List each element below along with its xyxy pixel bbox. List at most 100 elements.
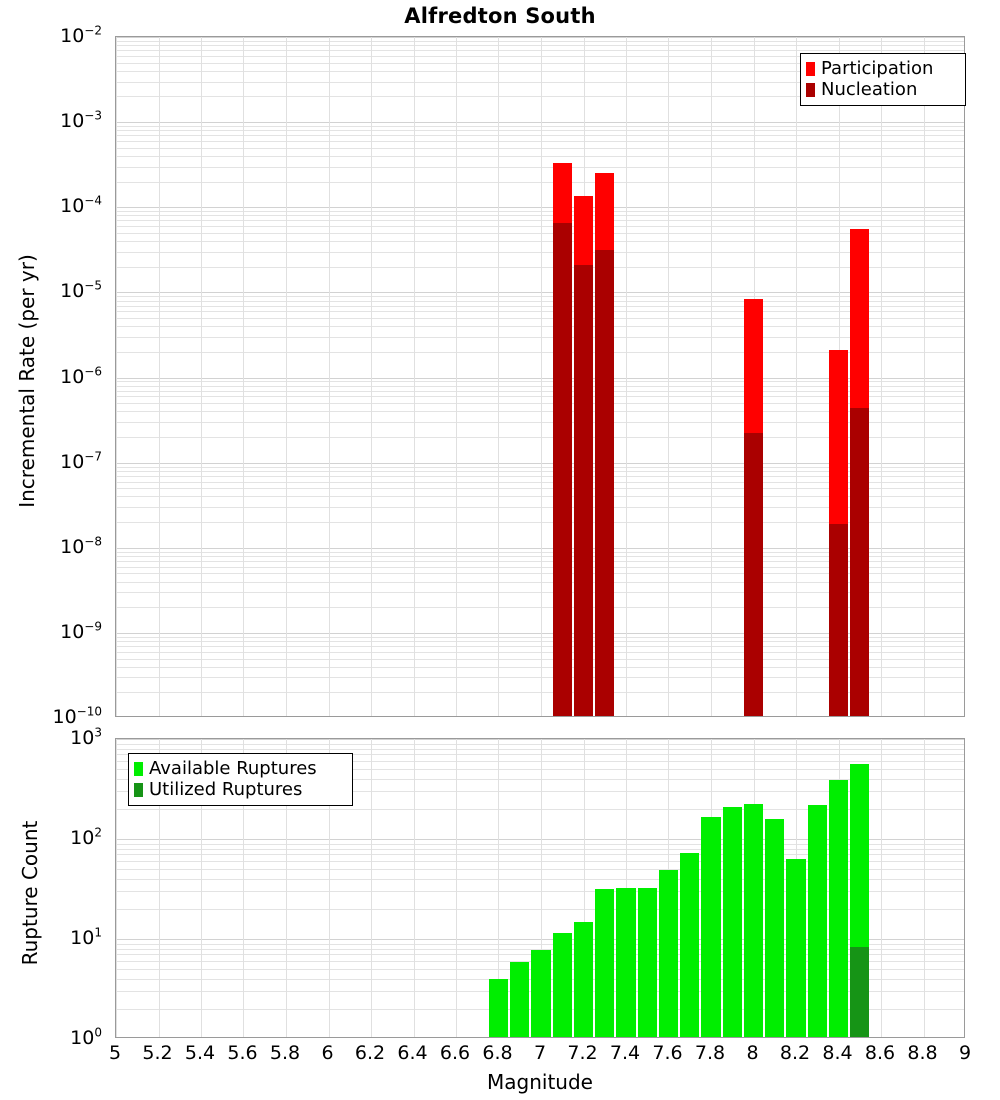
incremental-rate-plot [115,36,965,717]
gridline-minor [116,252,964,253]
gridline-vertical [329,739,330,1037]
x-tick-label: 7.4 [609,1042,641,1064]
gridline-minor [116,567,964,568]
bar-segment-available-ruptures [573,922,594,1037]
legend-label-available-ruptures: Available Ruptures [149,757,317,779]
chart-title: Alfredton South [404,4,596,28]
gridline-minor [116,637,964,638]
bar-segment-nucleation [743,433,764,716]
rupture-count-plot [115,738,965,1038]
gridline-vertical [498,739,499,1037]
gridline-minor [116,592,964,593]
gridline-vertical [159,37,160,716]
gridline-minor [116,482,964,483]
bar [743,739,764,1037]
top-gridlines [116,37,964,716]
bar [510,739,530,1037]
gridline-minor [116,41,964,42]
gridline-minor [116,641,964,642]
bar [616,739,636,1037]
gridline-minor [116,573,964,574]
bar [595,739,615,1037]
gridline-minor [116,552,964,553]
bar-segment-available-ruptures [488,979,509,1037]
bar-segment-nucleation [573,264,594,716]
x-tick-label: 5 [108,1042,122,1064]
bar [828,739,849,1037]
gridline-vertical [711,37,712,716]
legend-item-available-ruptures: Available Ruptures [134,758,346,779]
gridline-minor [116,754,964,755]
bottom-legend: Available Ruptures Utilized Ruptures [128,753,353,806]
x-axis-ticks: 5 5.2 5.4 5.6 5.8 6 6.2 6.4 6.6 6.8 7 7.2 7.4 7.6 7.8 8… [0,1042,1000,1072]
gridline-minor [116,652,964,653]
gridline-minor [116,135,964,136]
gridline-minor [116,561,964,562]
x-tick-label: 7 [533,1042,547,1064]
gridline-vertical [541,739,542,1037]
gridline-minor [116,488,964,489]
gridline-minor [116,646,964,647]
gridline-minor [116,220,964,221]
gridline-vertical [371,739,372,1037]
bar [573,37,594,716]
gridline-minor [116,403,964,404]
legend-item-participation: Participation [806,58,959,79]
gridline-minor [116,437,964,438]
gridline-vertical [498,37,499,716]
bar-segment-nucleation [850,408,870,716]
gridline-vertical [668,37,669,716]
gridline-minor [116,944,964,945]
bar-segment-available-ruptures [531,949,551,1037]
gridline-vertical [286,739,287,1037]
legend-item-nucleation: Nucleation [806,79,959,100]
gridline-minor [116,318,964,319]
gridline-vertical [541,37,542,716]
gridline-vertical [201,37,202,716]
bar [722,739,742,1037]
gridline-minor [116,607,964,608]
y-tick-label: 10−5 [60,279,102,303]
bottom-y-axis-ticks: 103 102 101 100 [0,0,110,1100]
bar [573,739,594,1037]
bar [595,37,615,716]
gridline-major [116,739,964,740]
x-tick-label: 7.6 [652,1042,683,1064]
gridline-minor [116,267,964,268]
gridline-minor [116,352,964,353]
bar [680,739,700,1037]
gridline-minor [116,467,964,468]
gridline-minor [116,337,964,338]
bar-segment-available-ruptures [722,806,742,1037]
bar [552,739,572,1037]
bar-segment-available-ruptures [786,859,806,1037]
gridline-minor [116,386,964,387]
legend-label-utilized-ruptures: Utilized Ruptures [149,778,303,800]
gridline-minor [116,507,964,508]
x-tick-label: 5.8 [269,1042,301,1064]
gridline-minor [116,879,964,880]
gridline-vertical [201,739,202,1037]
bar-segment-available-ruptures [595,889,615,1037]
gridline-major [116,548,964,549]
gridline-minor [116,167,964,168]
y-tick-label: 103 [70,725,102,749]
gridline-vertical [456,37,457,716]
gridline-minor [116,844,964,845]
utilized-ruptures-swatch [134,782,143,797]
x-tick-label: 6 [321,1042,334,1064]
top-y-axis-ticks: 10−2 10−3 10−4 10−5 10−6 10−7 10−8 10−9 10−10 [0,0,110,1100]
bar-segment-available-ruptures [637,887,657,1037]
gridline-minor [116,148,964,149]
y-tick-label: 10−9 [60,619,102,643]
gridline-minor [116,744,964,745]
bar-segment-available-ruptures [743,803,764,1037]
bar-segment-available-ruptures [680,852,700,1037]
x-tick-label: 6.8 [482,1042,513,1064]
x-tick-label: 5.4 [184,1042,216,1064]
gridline-minor [116,141,964,142]
gridline-minor [116,226,964,227]
bar-segment-nucleation [595,249,615,716]
x-tick-label: 8 [746,1042,759,1064]
